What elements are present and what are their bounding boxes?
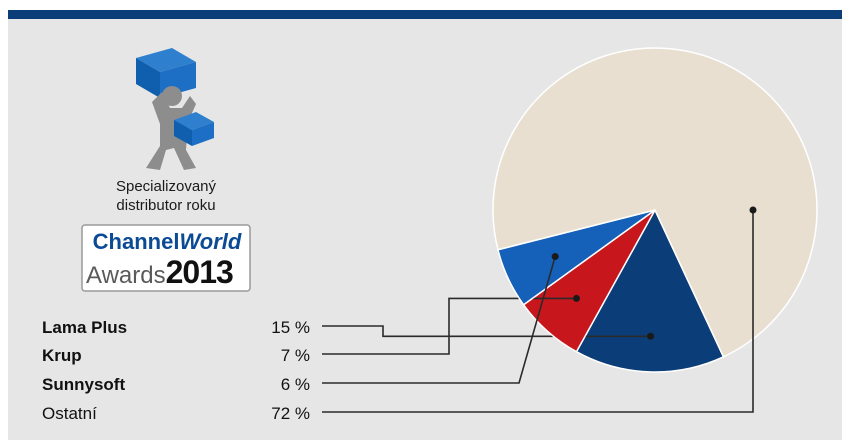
leader-dot-krup: [572, 294, 580, 302]
box-carrier-icon: [136, 48, 214, 170]
award-caption-line2: distributor roku: [116, 197, 216, 214]
legend-name-lama-plus: Lama Plus: [42, 318, 128, 337]
legend-value-krup: 7 %: [280, 346, 310, 365]
award-caption-line1: Specializovaný: [115, 178, 217, 195]
top-bar: [8, 10, 842, 19]
leader-dot-lama-plus: [647, 332, 655, 340]
leader-line-krup: [322, 297, 577, 355]
channelworld-logo-frame: [81, 224, 251, 292]
brand-italic: World: [179, 229, 242, 254]
leader-line-lama-plus: [322, 325, 651, 338]
award-year: 2013: [165, 254, 234, 290]
brand-plain: Channel: [92, 229, 180, 254]
legend-name-krup: Krup: [42, 346, 82, 365]
awards-year-line: Awards2013: [86, 254, 234, 291]
leader-line-ostatni: [322, 210, 754, 413]
legend-value-lama-plus: 15 %: [271, 318, 310, 337]
pie-slice-lama-plus: [575, 208, 725, 373]
pie-slice-ostatni: [492, 47, 818, 358]
awards-word: Awards: [86, 262, 166, 289]
leader-dot-ostatni: [749, 206, 757, 214]
legend-name-sunnysoft: Sunnysoft: [42, 375, 126, 394]
legend-name-ostatni: Ostatní: [42, 404, 97, 423]
leader-dot-sunnysoft: [551, 253, 559, 261]
channelworld-brand: ChannelWorld: [92, 229, 242, 255]
leader-line-sunnysoft: [322, 256, 556, 384]
legend-value-ostatni: 72 %: [271, 404, 310, 423]
legend-value-sunnysoft: 6 %: [280, 375, 310, 394]
